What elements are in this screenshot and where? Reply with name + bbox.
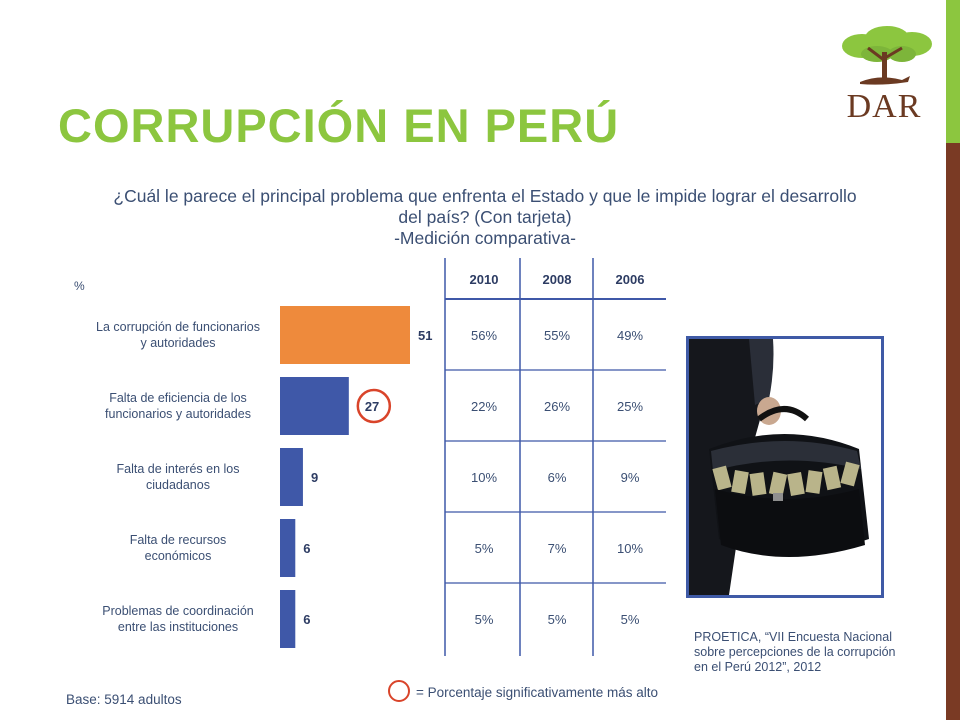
question-line-1: ¿Cuál le parece el principal problema qu… (113, 186, 857, 206)
value-label: 27 (365, 399, 379, 414)
survey-question: ¿Cuál le parece el principal problema qu… (60, 186, 910, 249)
unit-label: % (74, 279, 85, 293)
bar (280, 448, 303, 506)
highlight-legend-circle-icon (388, 680, 410, 702)
value-label: 51 (418, 328, 432, 343)
table-cell: 5% (621, 612, 640, 627)
table-cell: 9% (621, 470, 640, 485)
highlight-circle (356, 388, 392, 424)
bar-chart: % 2010 2008 2006 La corrupción de funcionari… (74, 258, 666, 656)
table-cell: 10% (617, 541, 643, 556)
table-cell: 49% (617, 328, 643, 343)
table-cell: 5% (475, 612, 494, 627)
value-label: 6 (303, 612, 310, 627)
sample-base-note: Base: 5914 adultos (66, 692, 182, 707)
table-cell: 5% (475, 541, 494, 556)
value-label: 9 (311, 470, 318, 485)
table-cell: 6% (548, 470, 567, 485)
table-cell: 56% (471, 328, 497, 343)
source-line-1: PROETICA, “VII Encuesta Nacional (694, 630, 892, 644)
logo-text: DAR (846, 88, 922, 125)
category-label: Falta de eficiencia de los (109, 391, 247, 405)
table-cell: 26% (544, 399, 570, 414)
highlight-legend-text: = Porcentaje significativamente más alto (416, 685, 658, 700)
category-label: La corrupción de funcionarios (96, 320, 260, 334)
table-cell: 5% (548, 612, 567, 627)
question-line-2: del país? (Con tarjeta) (398, 207, 572, 227)
category-label: Falta de recursos (130, 533, 227, 547)
table-column-header: 2010 (470, 272, 499, 287)
table-cell: 22% (471, 399, 497, 414)
question-line-3: -Medición comparativa- (394, 228, 576, 248)
slide-title: CORRUPCIÓN EN PERÚ (58, 99, 620, 152)
bar (280, 519, 296, 577)
category-label: ciudadanos (146, 478, 210, 492)
table-column-header: 2008 (543, 272, 572, 287)
table-cell: 10% (471, 470, 497, 485)
table-cell: 55% (544, 328, 570, 343)
accent-stripe-brown (946, 143, 960, 720)
bar (280, 590, 296, 648)
source-line-2: sobre percepciones de la corrupción (694, 645, 896, 659)
source-citation: PROETICA, “VII Encuesta Nacional sobre p… (694, 630, 934, 675)
bar (280, 306, 410, 364)
category-label: Problemas de coordinación (102, 604, 254, 618)
value-label: 6 (303, 541, 310, 556)
table-column-header: 2006 (616, 272, 645, 287)
category-label: funcionarios y autoridades (105, 407, 251, 421)
table-cell: 25% (617, 399, 643, 414)
category-label: Falta de interés en los (117, 462, 240, 476)
dar-logo: DAR (832, 24, 936, 128)
table-cell: 7% (548, 541, 567, 556)
accent-stripe-green (946, 0, 960, 143)
category-label: entre las instituciones (118, 620, 238, 634)
category-label: económicos (145, 549, 212, 563)
briefcase-photo (686, 336, 884, 598)
category-label: y autoridades (140, 336, 215, 350)
tree-icon (842, 26, 932, 85)
source-line-3: en el Perú 2012”, 2012 (694, 660, 822, 674)
bar (280, 377, 349, 435)
